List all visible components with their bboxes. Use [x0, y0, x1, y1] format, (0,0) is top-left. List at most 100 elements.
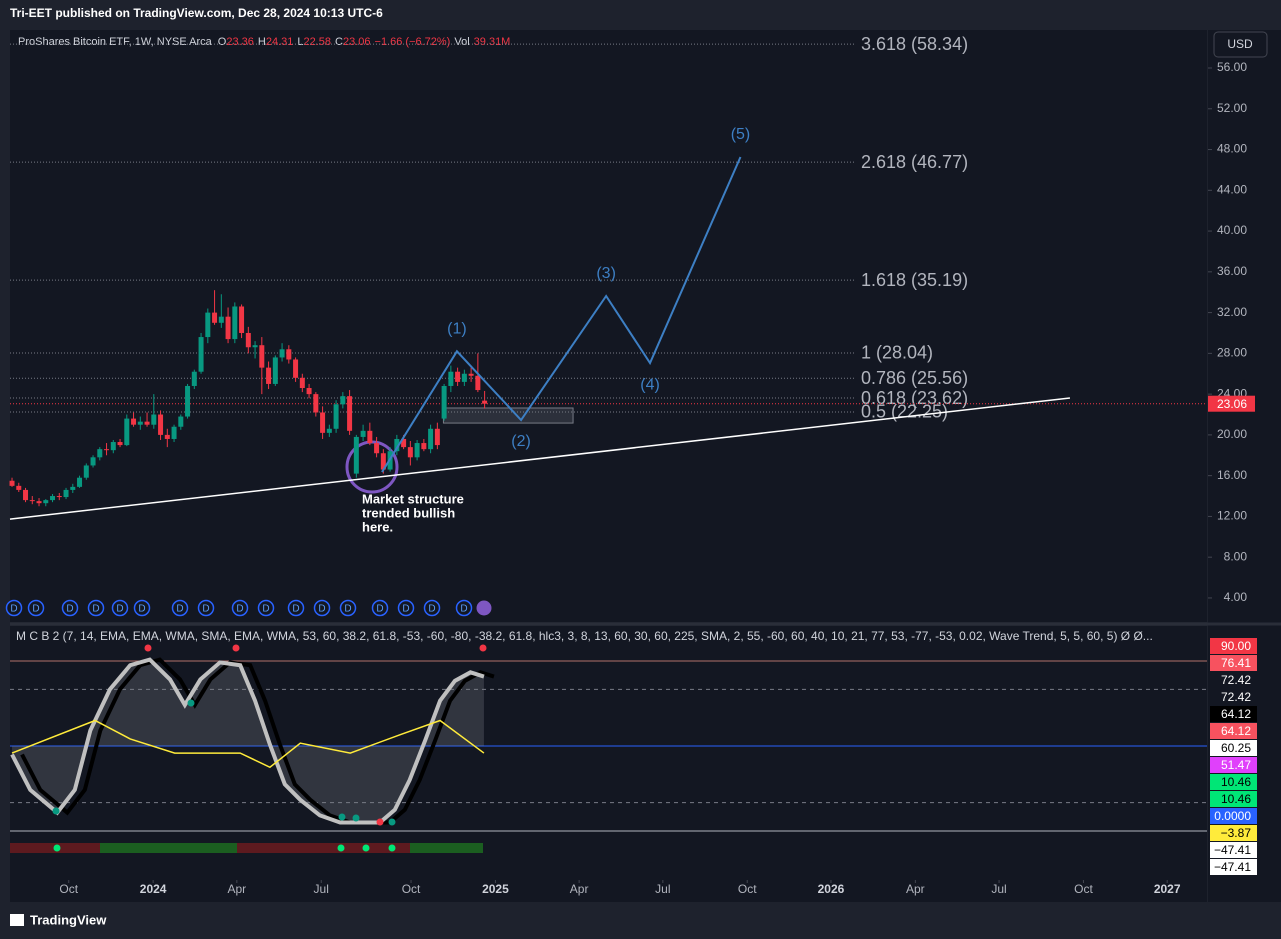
candle-body: [380, 453, 386, 470]
annotation: here.: [362, 519, 393, 534]
legend-item: 23.06: [343, 36, 371, 48]
fib-label: 3.618 (58.34): [861, 34, 968, 54]
candle-body: [374, 443, 380, 454]
y-tick-label: 32.00: [1217, 305, 1247, 319]
candle-body: [164, 434, 170, 439]
candle-body: [367, 430, 373, 444]
candle-body: [171, 426, 177, 439]
legend-item: Vol: [454, 36, 469, 48]
candle-body: [421, 443, 427, 450]
signal-line: [11, 719, 485, 769]
candle-body: [239, 306, 245, 333]
price-pane: [10, 30, 1207, 622]
legend-item: 22.58: [304, 36, 332, 48]
y-tick-label: 28.00: [1217, 346, 1247, 360]
y-tick-label: 52.00: [1217, 101, 1247, 115]
x-tick-label: 2025: [482, 882, 509, 896]
y-tick-label: 12.00: [1217, 509, 1247, 523]
x-tick-label: Apr: [227, 882, 246, 896]
scale-label: 76.41: [1221, 656, 1251, 670]
candle-body: [448, 371, 454, 386]
candle-body: [104, 449, 110, 451]
candle-body: [117, 442, 123, 446]
event-marker: [111, 599, 129, 617]
fib-label: 0.786 (25.56): [861, 368, 968, 388]
annotation: trended bullish: [362, 505, 455, 520]
candle-body: [313, 394, 319, 413]
scale-label: 0.0000: [1214, 809, 1251, 823]
currency-button[interactable]: [1213, 31, 1268, 58]
strip-dot: [53, 844, 61, 852]
event-marker: [61, 599, 79, 617]
time-axis: [10, 880, 1207, 902]
currency[interactable]: USD: [1227, 37, 1253, 51]
candle-body: [353, 436, 359, 474]
scale-tag: [1210, 774, 1257, 790]
indicator-title: M C B 2 (7, 14, EMA, EMA, WMA, SMA, EMA,…: [16, 629, 1153, 643]
scale-label: 64.12: [1221, 724, 1251, 738]
wave-line: [381, 156, 742, 473]
candle-body: [407, 447, 413, 458]
legend-item: ProShares Bitcoin ETF, 1W, NYSE Arca: [18, 36, 213, 48]
event-marker: [197, 599, 215, 617]
scale-label: 72.42: [1221, 673, 1251, 687]
event-marker: [287, 599, 305, 617]
event-marker: [455, 599, 473, 617]
legend: ProShares Bitcoin ETF, 1W, NYSE Arca O 23.…: [18, 36, 510, 48]
event-marker: [339, 599, 357, 617]
candle-body: [36, 501, 42, 504]
wave-label: (5): [731, 126, 751, 143]
scale-label: 60.25: [1221, 741, 1251, 755]
candle-body: [9, 480, 15, 486]
legend-item: O: [218, 36, 227, 48]
candle-body: [137, 421, 143, 425]
strip-dot: [337, 844, 345, 852]
event-marker-label: D: [176, 604, 183, 615]
candle-body: [266, 367, 272, 384]
candle-body: [124, 418, 130, 446]
scale-tag: [1210, 808, 1257, 824]
candle-body: [29, 500, 35, 502]
event-marker-label: D: [66, 604, 73, 615]
event-marker-label: D: [344, 604, 351, 615]
event-marker: [423, 599, 441, 617]
candle-body: [56, 496, 62, 498]
event-marker: [231, 599, 249, 617]
scale-label: 72.42: [1221, 690, 1251, 704]
oscillator-line: [10, 657, 485, 825]
candle-body: [347, 396, 353, 431]
strip-dot: [388, 844, 396, 852]
scale-tag: [1210, 689, 1257, 705]
candle-body: [299, 377, 305, 389]
signal-dot: [52, 807, 60, 815]
event-marker-label: D: [138, 604, 145, 615]
candle-body: [401, 438, 407, 448]
candle-body: [97, 449, 103, 458]
event-marker: [171, 599, 189, 617]
candle-body: [414, 443, 420, 458]
zone-box: [442, 407, 574, 424]
x-tick-label: Jul: [991, 882, 1006, 896]
scale-label: 51.47: [1221, 758, 1251, 772]
candle-body: [461, 373, 467, 382]
candle-body: [23, 489, 29, 501]
y-tick-label: 4.00: [1224, 590, 1248, 604]
candle-body: [326, 428, 332, 433]
candle-body: [178, 416, 184, 427]
event-icon: [476, 600, 492, 616]
candle-body: [191, 371, 197, 386]
x-tick-label: Oct: [59, 882, 78, 896]
candle-body: [131, 418, 137, 425]
candle-body: [468, 373, 474, 376]
candle-body: [428, 428, 434, 450]
scale-label: −3.87: [1221, 826, 1252, 840]
signal-dot: [144, 644, 152, 652]
scale-label: −47.41: [1214, 843, 1251, 857]
event-marker-label: D: [402, 604, 409, 615]
scale-tag: [1210, 672, 1257, 688]
x-tick-label: 2026: [818, 882, 845, 896]
candle-body: [225, 316, 231, 340]
x-tick-label: 2024: [140, 882, 167, 896]
candle-body: [158, 414, 164, 435]
